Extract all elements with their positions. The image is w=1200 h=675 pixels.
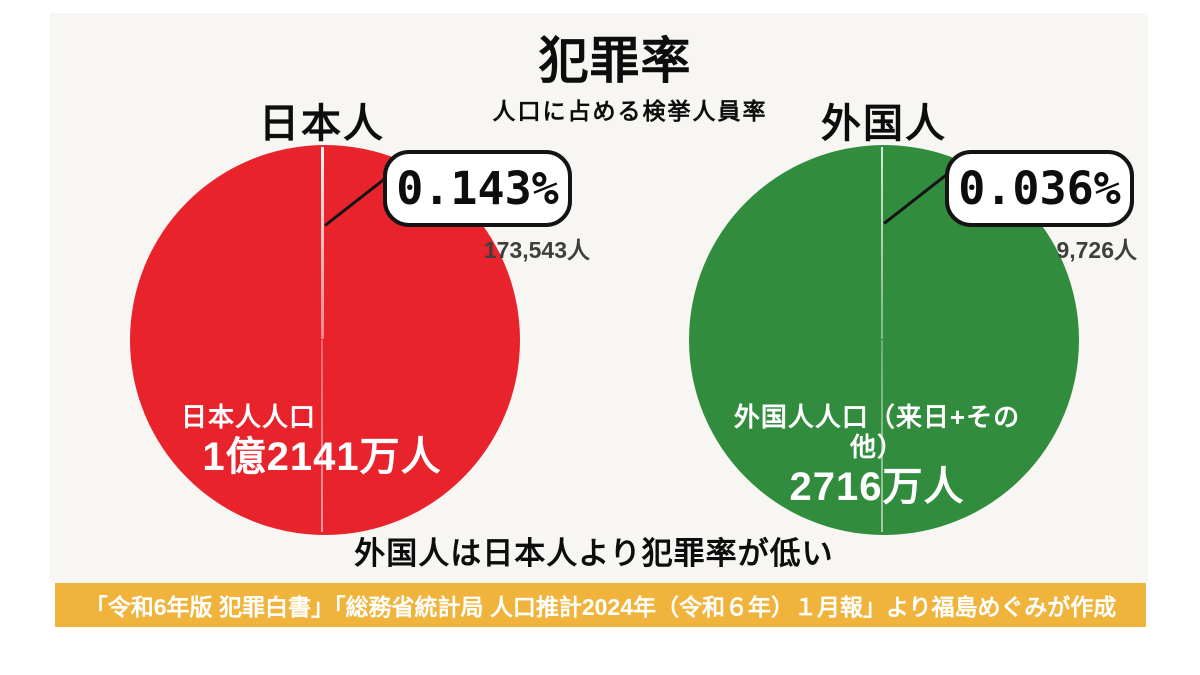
conclusion-text: 外国人は日本人より犯罪率が低い (354, 536, 834, 571)
arrest-count-foreigner: 9,726人 (1056, 237, 1137, 263)
source-attribution-text: 「令和6年版 犯罪白書」「総務省統計局 人口推計2024年（令和６年）１月報」よ… (84, 594, 1117, 620)
pie-japanese-arrest-slice (321, 147, 324, 339)
page-title: 犯罪率 (538, 33, 692, 89)
pie-foreigner-arrest-slice (881, 147, 883, 339)
page-subtitle: 人口に占める検挙人員率 (492, 98, 768, 124)
population-value-foreigner: 2716万人 (789, 464, 965, 509)
population-label-foreigner: 外国人人口（来日+その他） (733, 402, 1021, 462)
population-label-japanese: 日本人人口 (181, 402, 317, 432)
rate-value-foreigner: 0.036% (958, 162, 1121, 215)
pie-foreigner-seam (881, 340, 883, 532)
pie-title-foreigner: 外国人 (821, 102, 947, 146)
rate-value-japanese: 0.143% (396, 162, 559, 215)
rate-bubble-foreigner: 0.036% (945, 150, 1134, 227)
pie-title-japanese: 日本人 (259, 102, 385, 146)
population-block-japanese: 日本人人口 1億2141万人 (181, 402, 463, 479)
rate-bubble-japanese: 0.143% (383, 150, 572, 227)
arrest-count-japanese: 173,543人 (483, 237, 590, 263)
population-block-foreigner: 外国人人口（来日+その他） 2716万人 (727, 402, 1027, 509)
pie-japanese-seam (321, 340, 323, 532)
population-value-japanese: 1億2141万人 (202, 434, 442, 479)
source-attribution-bar: 「令和6年版 犯罪白書」「総務省統計局 人口推計2024年（令和６年）１月報」よ… (55, 583, 1146, 627)
